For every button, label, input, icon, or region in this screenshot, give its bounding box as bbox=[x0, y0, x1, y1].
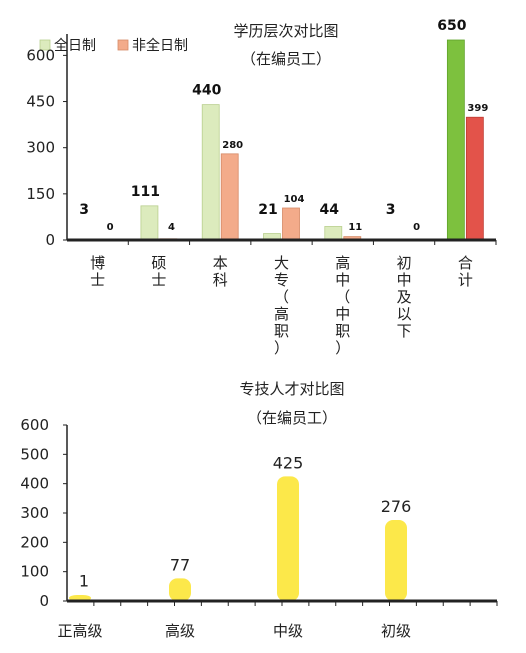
chart1-category-label: 士 bbox=[90, 271, 105, 289]
chart1-category-label: 高 bbox=[335, 254, 350, 272]
chart1-y-tick-label: 450 bbox=[26, 93, 55, 111]
chart1-category-label: 博 bbox=[90, 254, 105, 272]
chart1-subtitle: （在编员工） bbox=[241, 50, 331, 68]
data-label-part-time: 4 bbox=[168, 222, 175, 233]
bar-full-time bbox=[140, 205, 159, 241]
chart1-category-label: 科 bbox=[213, 271, 228, 289]
talent-bar bbox=[169, 578, 191, 601]
chart1-category-label: 及 bbox=[397, 288, 412, 306]
chart2-category-label: 中级 bbox=[273, 622, 303, 640]
chart1-y-tick-label: 300 bbox=[26, 139, 55, 157]
bar-part-time bbox=[282, 207, 300, 241]
data-label-full-time: 111 bbox=[131, 184, 160, 200]
data-label-full-time: 3 bbox=[79, 202, 89, 218]
chart1-category-label: （ bbox=[335, 288, 350, 306]
legend-swatch-full-time bbox=[39, 39, 51, 51]
chart2-y-tick-label: 200 bbox=[20, 533, 49, 551]
chart2-category-label: 正高级 bbox=[57, 622, 102, 640]
chart2-subtitle: （在编员工） bbox=[247, 409, 337, 427]
talent-data-label: 425 bbox=[273, 453, 304, 472]
chart1-category-label: ） bbox=[335, 339, 350, 357]
chart1-category-label: 下 bbox=[397, 322, 412, 340]
chart2-y-tick-label: 100 bbox=[20, 563, 49, 581]
legend-label-part-time: 非全日制 bbox=[132, 37, 188, 54]
bar-part-time bbox=[465, 116, 484, 241]
chart1-y-tick-label: 150 bbox=[26, 185, 55, 203]
chart2-y-tick-label: 300 bbox=[20, 504, 49, 522]
data-label-full-time: 44 bbox=[320, 202, 340, 218]
legend-swatch-part-time bbox=[117, 39, 129, 51]
chart2-y-tick-label: 600 bbox=[20, 416, 49, 434]
data-label-full-time: 650 bbox=[437, 18, 466, 34]
education-chart: 学历层次对比图（在编员工）全日制 非全日制015030045060030博士111… bbox=[26, 18, 497, 357]
chart1-category-label: 硕 bbox=[151, 254, 166, 272]
chart1-title: 学历层次对比图 bbox=[233, 22, 338, 40]
chart1-category-label: 合 bbox=[458, 254, 473, 272]
bar-full-time bbox=[201, 104, 220, 241]
chart1-category-label: 高 bbox=[274, 305, 289, 323]
chart2-category-label: 初级 bbox=[381, 622, 411, 640]
chart1-category-label: 大 bbox=[274, 254, 289, 272]
chart1-category-label: 初 bbox=[397, 254, 412, 272]
chart1-category-label: 职 bbox=[274, 322, 289, 340]
talent-bar bbox=[385, 520, 407, 601]
chart2-y-tick-label: 500 bbox=[20, 445, 49, 463]
chart1-category-label: 中 bbox=[397, 271, 412, 289]
chart1-category-label: 专 bbox=[274, 271, 289, 289]
data-label-part-time: 104 bbox=[284, 194, 305, 205]
chart1-y-tick-label: 0 bbox=[45, 231, 55, 249]
legend-label-full-time: 全日制 bbox=[54, 37, 96, 54]
talent-bar bbox=[277, 476, 299, 601]
chart1-category-label: 中 bbox=[335, 271, 350, 289]
data-label-full-time: 21 bbox=[258, 202, 277, 218]
bar-full-time bbox=[446, 39, 465, 241]
chart1-category-label: 本 bbox=[213, 254, 228, 272]
chart1-category-label: （ bbox=[274, 288, 289, 306]
bar-part-time bbox=[220, 153, 239, 241]
talent-data-label: 77 bbox=[170, 555, 190, 574]
data-label-part-time: 399 bbox=[467, 103, 488, 114]
data-label-full-time: 3 bbox=[386, 202, 396, 218]
chart2-category-label: 高级 bbox=[165, 622, 195, 640]
bar-full-time bbox=[324, 226, 343, 241]
data-label-part-time: 11 bbox=[348, 222, 362, 233]
chart1-category-label: 士 bbox=[151, 271, 166, 289]
talent-data-label: 276 bbox=[381, 497, 412, 516]
data-label-full-time: 440 bbox=[192, 83, 221, 99]
talent-chart: 专技人才对比图 （在编员工） 0 100 200 300 400 500 600 1 正高级 77 高级… bbox=[20, 380, 498, 640]
data-label-part-time: 0 bbox=[107, 222, 114, 233]
talent-data-label: 1 bbox=[79, 572, 89, 591]
chart1-category-label: 以 bbox=[397, 305, 412, 323]
chart1-category-label: 职 bbox=[335, 322, 350, 340]
data-label-part-time: 280 bbox=[222, 140, 243, 151]
chart2-y-tick-label: 0 bbox=[39, 592, 49, 610]
data-label-part-time: 0 bbox=[413, 222, 420, 233]
chart1-category-label: 计 bbox=[458, 271, 473, 289]
chart1-y-tick-label: 600 bbox=[26, 46, 55, 64]
chart2-y-tick-label: 400 bbox=[20, 475, 49, 493]
chart2-title: 专技人才对比图 bbox=[239, 380, 344, 398]
chart1-category-label: 中 bbox=[335, 305, 350, 323]
chart1-category-label: ） bbox=[274, 339, 289, 357]
